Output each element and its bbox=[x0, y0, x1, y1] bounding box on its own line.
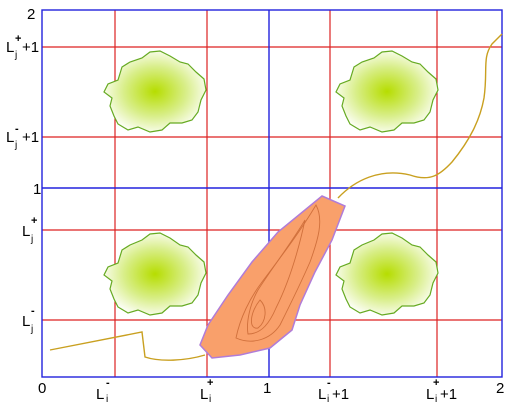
x-label-0: 0 bbox=[38, 380, 46, 397]
y-label-lj-plus: L + j bbox=[22, 215, 37, 245]
svg-text:i: i bbox=[435, 394, 437, 405]
x-label-li-minus: L i - bbox=[96, 377, 110, 405]
svg-text:L: L bbox=[22, 223, 30, 240]
x-label-1: 1 bbox=[263, 380, 271, 397]
y-label-lj-plus-plus1: L + j +1 bbox=[6, 33, 39, 61]
region-contours bbox=[235, 204, 321, 342]
trajectory-path bbox=[49, 33, 503, 361]
x-axis-labels: 0 1 2 L i - L i + L i - +1 L i + +1 bbox=[38, 377, 504, 405]
svg-text:L: L bbox=[200, 386, 208, 403]
blob-top-left bbox=[103, 50, 207, 133]
blob-bottom-right bbox=[335, 232, 439, 316]
svg-text:j: j bbox=[30, 324, 33, 335]
svg-text:i: i bbox=[106, 394, 108, 405]
y-label-1: 1 bbox=[33, 181, 41, 198]
svg-text:j: j bbox=[30, 234, 33, 245]
svg-text:+: + bbox=[433, 377, 439, 389]
svg-text:j: j bbox=[14, 50, 17, 61]
svg-text:j: j bbox=[14, 140, 17, 151]
x-label-li-plus-plus1: L i + +1 bbox=[426, 377, 457, 405]
svg-text:-: - bbox=[15, 123, 19, 135]
svg-text:+1: +1 bbox=[22, 129, 39, 146]
green-blobs bbox=[103, 50, 439, 316]
svg-text:L: L bbox=[96, 386, 104, 403]
y-label-2: 2 bbox=[27, 6, 35, 23]
svg-text:+1: +1 bbox=[440, 386, 457, 403]
x-label-li-minus-plus1: L i - +1 bbox=[318, 377, 349, 405]
svg-text:+1: +1 bbox=[22, 39, 39, 56]
x-label-li-plus: L i + bbox=[200, 377, 213, 405]
y-label-lj-minus-plus1: L - j +1 bbox=[6, 123, 39, 151]
svg-text:+1: +1 bbox=[332, 386, 349, 403]
svg-text:L: L bbox=[6, 39, 14, 56]
svg-text:-: - bbox=[327, 377, 331, 389]
contour-middle bbox=[247, 219, 306, 335]
svg-text:L: L bbox=[6, 129, 14, 146]
svg-text:L: L bbox=[22, 313, 30, 330]
y-axis-labels: 2 1 L + j +1 L - j +1 L + j L - j bbox=[6, 6, 41, 335]
domain-border bbox=[41, 9, 503, 378]
svg-text:i: i bbox=[327, 394, 329, 405]
svg-text:-: - bbox=[106, 377, 110, 389]
svg-text:+: + bbox=[31, 215, 37, 227]
y-label-lj-minus: L - j bbox=[22, 305, 35, 335]
svg-text:L: L bbox=[426, 386, 434, 403]
svg-text:i: i bbox=[209, 394, 211, 405]
orange-region bbox=[199, 195, 346, 359]
svg-text:+: + bbox=[15, 33, 21, 45]
svg-text:-: - bbox=[31, 305, 35, 317]
svg-text:L: L bbox=[318, 386, 326, 403]
x-label-2: 2 bbox=[496, 380, 504, 397]
svg-text:+: + bbox=[207, 377, 213, 389]
blob-top-right bbox=[335, 50, 439, 133]
blob-bottom-left bbox=[103, 232, 207, 316]
red-grid-lines bbox=[42, 10, 502, 377]
contour-inner bbox=[251, 299, 266, 329]
